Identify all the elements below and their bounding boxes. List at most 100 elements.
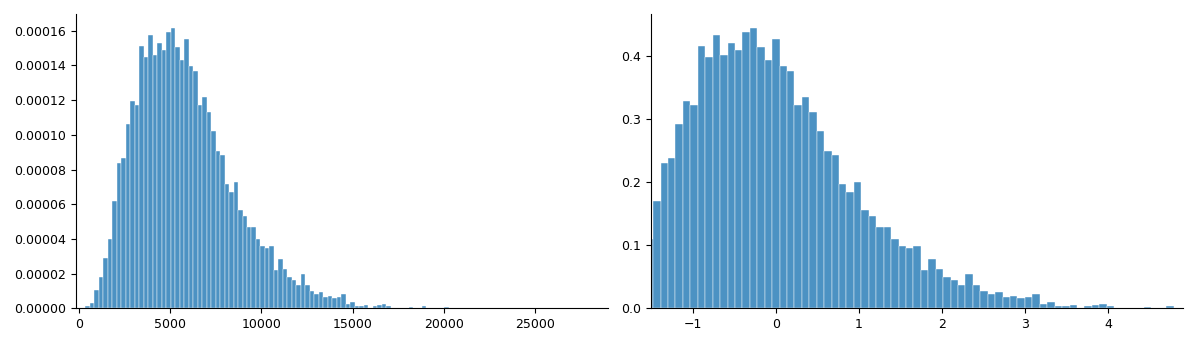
Bar — [346, 304, 351, 308]
Bar — [99, 277, 103, 308]
Bar — [1040, 304, 1047, 308]
Bar — [1107, 306, 1114, 308]
Bar — [121, 158, 126, 308]
Bar — [1099, 304, 1107, 308]
Bar — [1062, 306, 1069, 308]
Bar — [269, 246, 274, 308]
Bar — [189, 66, 193, 308]
Bar — [351, 302, 354, 308]
Bar — [117, 163, 121, 308]
Bar — [126, 124, 130, 308]
Bar — [980, 291, 988, 308]
Bar — [1010, 296, 1017, 308]
Bar — [765, 60, 772, 308]
Bar — [705, 57, 712, 308]
Bar — [354, 306, 359, 308]
Bar — [315, 294, 318, 308]
Bar — [215, 150, 220, 308]
Bar — [661, 163, 668, 308]
Bar — [1032, 294, 1040, 308]
Bar — [928, 259, 936, 308]
Bar — [372, 306, 377, 308]
Bar — [966, 274, 973, 308]
Bar — [318, 292, 323, 308]
Bar — [202, 97, 207, 308]
Bar — [1092, 305, 1099, 308]
Bar — [883, 227, 891, 308]
Bar — [108, 239, 113, 308]
Bar — [243, 216, 247, 308]
Bar — [153, 55, 157, 308]
Bar — [359, 306, 364, 308]
Bar — [876, 227, 883, 308]
Bar — [148, 35, 153, 308]
Bar — [899, 246, 906, 308]
Bar — [238, 210, 243, 308]
Bar — [157, 43, 162, 308]
Bar — [825, 150, 832, 308]
Bar — [809, 112, 816, 308]
Bar — [90, 303, 95, 308]
Bar — [274, 270, 279, 308]
Bar — [1025, 297, 1032, 308]
Bar — [616, 303, 624, 308]
Bar — [229, 192, 233, 308]
Bar — [328, 296, 333, 308]
Bar — [1069, 305, 1077, 308]
Bar — [958, 285, 966, 308]
Bar — [113, 201, 117, 308]
Bar — [728, 43, 735, 308]
Bar — [853, 181, 862, 308]
Bar — [336, 297, 341, 308]
Bar — [408, 307, 413, 308]
Bar — [297, 285, 300, 308]
Bar — [103, 258, 108, 308]
Bar — [265, 248, 269, 308]
Bar — [862, 210, 869, 308]
Bar — [233, 181, 238, 308]
Bar — [1017, 298, 1025, 308]
Bar — [869, 216, 876, 308]
Bar — [691, 106, 698, 308]
Bar — [675, 124, 683, 308]
Bar — [816, 131, 825, 308]
Bar — [772, 39, 779, 308]
Bar — [220, 155, 225, 308]
Bar — [292, 280, 297, 308]
Bar — [333, 298, 336, 308]
Bar — [377, 305, 382, 308]
Bar — [207, 112, 211, 308]
Bar — [1144, 307, 1152, 308]
Bar — [171, 28, 175, 308]
Bar — [211, 131, 215, 308]
Bar — [130, 101, 135, 308]
Bar — [180, 60, 184, 308]
Bar — [300, 274, 305, 308]
Bar — [802, 97, 809, 308]
Bar — [779, 66, 786, 308]
Bar — [735, 50, 742, 308]
Bar — [712, 35, 721, 308]
Bar — [631, 277, 638, 308]
Bar — [175, 47, 180, 308]
Bar — [135, 106, 139, 308]
Bar — [654, 201, 661, 308]
Bar — [1055, 306, 1062, 308]
Bar — [1166, 306, 1173, 308]
Bar — [256, 239, 261, 308]
Bar — [247, 227, 251, 308]
Bar — [225, 184, 229, 308]
Bar — [323, 297, 328, 308]
Bar — [721, 55, 728, 308]
Bar — [973, 285, 980, 308]
Bar — [758, 47, 765, 308]
Bar — [1047, 302, 1055, 308]
Bar — [891, 239, 899, 308]
Bar — [166, 32, 171, 308]
Bar — [139, 46, 144, 308]
Bar — [920, 270, 928, 308]
Bar — [668, 158, 675, 308]
Bar — [444, 307, 449, 308]
Bar — [608, 306, 616, 308]
Bar — [698, 46, 705, 308]
